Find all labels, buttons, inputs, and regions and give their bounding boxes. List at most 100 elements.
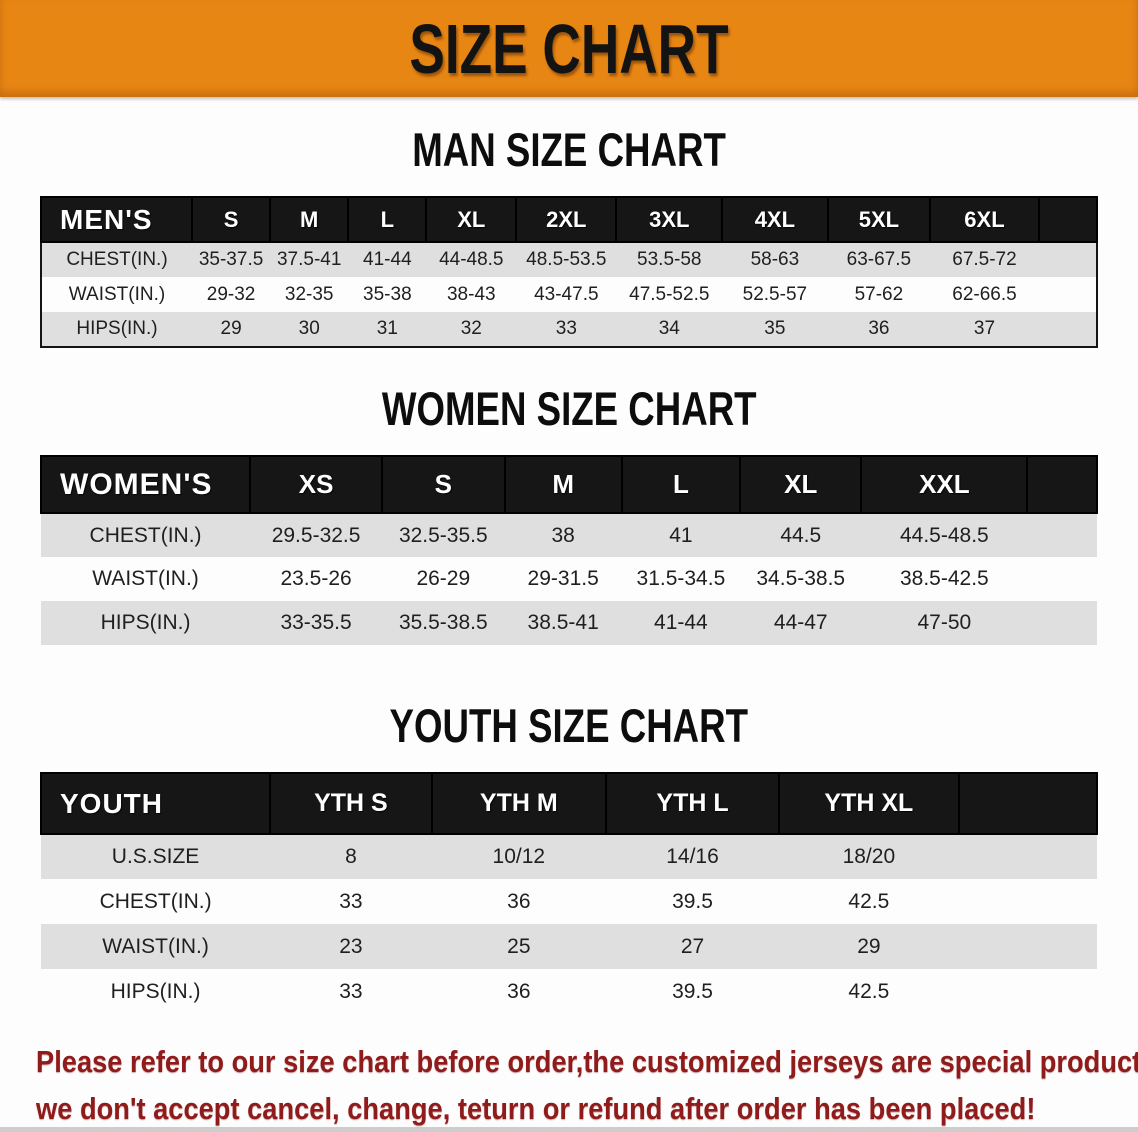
size-value-cell: 23.5-26 xyxy=(250,557,383,601)
size-value-cell: 41 xyxy=(621,513,741,557)
measurement-row-label: CHEST(IN.) xyxy=(41,513,251,557)
group-label-header: MEN'S xyxy=(40,196,193,243)
size-value-cell: 35 xyxy=(722,312,828,347)
size-column-header: L xyxy=(347,196,428,243)
size-value-cell: 29 xyxy=(779,924,959,969)
size-column-header: S xyxy=(381,455,506,514)
size-value-cell: 44-47 xyxy=(740,601,862,645)
size-value-cell: 36 xyxy=(827,312,931,347)
measurement-row: HIPS(IN.) 33-35.5 35.5-38.5 38.5-41 41-44 44-… xyxy=(41,601,1097,645)
size-column-header: L xyxy=(620,455,742,514)
measurement-row-label: CHEST(IN.) xyxy=(41,242,192,277)
size-column-header: M xyxy=(269,196,350,243)
size-column-header: XXL xyxy=(860,455,1029,514)
size-value-cell: 36 xyxy=(431,879,606,924)
measurement-row-label: U.S.SIZE xyxy=(41,834,271,879)
filler-cell xyxy=(1027,601,1097,645)
size-column-header: 4XL xyxy=(721,196,829,243)
size-value-cell: 35-37.5 xyxy=(192,242,271,277)
size-value-cell: 18/20 xyxy=(779,834,959,879)
size-column-header: 6XL xyxy=(929,196,1040,243)
size-column-header: 2XL xyxy=(515,196,618,243)
disclaimer-line-2: we don't accept cancel, change, teturn o… xyxy=(36,1091,1036,1126)
size-column-header: YTH XL xyxy=(778,772,960,835)
size-table-header-row: WOMEN'S XS S M L XL XXL xyxy=(39,455,1098,514)
size-value-cell: 44-48.5 xyxy=(426,242,517,277)
measurement-row: WAIST(IN.) 23.5-26 26-29 29-31.5 31.5-34.5 34… xyxy=(41,557,1097,601)
size-value-cell: 31 xyxy=(348,312,427,347)
measurement-row: HIPS(IN.) 33 36 39.5 42.5 xyxy=(41,969,1097,1014)
youth-section-title: YOUTH SIZE CHART xyxy=(389,699,749,752)
measurement-row-label: WAIST(IN.) xyxy=(41,277,192,312)
measurement-row-label: HIPS(IN.) xyxy=(41,601,251,645)
size-value-cell: 38.5-41 xyxy=(504,601,622,645)
size-value-cell: 37 xyxy=(930,312,1039,347)
size-value-cell: 67.5-72 xyxy=(930,242,1039,277)
size-value-cell: 10/12 xyxy=(431,834,606,879)
measurement-row-label: HIPS(IN.) xyxy=(41,312,192,347)
size-value-cell: 35-38 xyxy=(348,277,427,312)
filler-cell xyxy=(958,834,1097,879)
filler-cell xyxy=(1038,312,1097,347)
disclaimer-note: Please refer to our size chart before or… xyxy=(0,1038,1138,1132)
size-value-cell: 53.5-58 xyxy=(616,242,723,277)
size-value-cell: 48.5-53.5 xyxy=(516,242,617,277)
size-value-cell: 43-47.5 xyxy=(516,277,617,312)
size-table-header-row: MEN'S S M L XL 2XL 3XL 4XL 5XL 6XL xyxy=(40,196,1099,243)
size-value-cell: 47-50 xyxy=(861,601,1028,645)
size-value-cell: 63-67.5 xyxy=(827,242,931,277)
size-value-cell: 33-35.5 xyxy=(250,601,383,645)
size-column-header: 3XL xyxy=(615,196,724,243)
filler-cell xyxy=(1038,277,1097,312)
size-value-cell: 27 xyxy=(605,924,780,969)
group-label-header: YOUTH xyxy=(39,772,272,835)
filler-header xyxy=(1026,455,1098,514)
group-label-header: WOMEN'S xyxy=(39,455,252,514)
women-section-title: WOMEN SIZE CHART xyxy=(381,382,757,435)
size-value-cell: 32-35 xyxy=(270,277,349,312)
size-value-cell: 35.5-38.5 xyxy=(382,601,505,645)
filler-cell xyxy=(958,969,1097,1014)
banner: SIZE CHART xyxy=(0,0,1138,97)
size-value-cell: 29-32 xyxy=(192,277,271,312)
page-title: SIZE CHART xyxy=(409,9,729,88)
size-value-cell: 30 xyxy=(270,312,349,347)
size-value-cell: 41-44 xyxy=(348,242,427,277)
filler-cell xyxy=(958,924,1097,969)
measurement-row: CHEST(IN.) 29.5-32.5 32.5-35.5 38 41 44.5 44.5… xyxy=(41,513,1097,557)
size-value-cell: 42.5 xyxy=(779,969,959,1014)
size-value-cell: 32.5-35.5 xyxy=(382,513,505,557)
filler-cell xyxy=(1038,242,1097,277)
size-column-header: YTH L xyxy=(604,772,781,835)
filler-cell xyxy=(958,879,1097,924)
measurement-row-label: WAIST(IN.) xyxy=(41,557,251,601)
size-value-cell: 41-44 xyxy=(621,601,741,645)
size-value-cell: 39.5 xyxy=(605,879,780,924)
size-column-header: XS xyxy=(249,455,384,514)
filler-cell xyxy=(1027,557,1097,601)
youth-size-table: YOUTH YTH S YTH M YTH L YTH XL U.S.SIZE 8 10/12… xyxy=(39,772,1099,1014)
measurement-row: CHEST(IN.) 33 36 39.5 42.5 xyxy=(41,879,1097,924)
size-column-header: M xyxy=(503,455,623,514)
size-value-cell: 47.5-52.5 xyxy=(616,277,723,312)
measurement-row: HIPS(IN.) 29 30 31 32 33 34 35 36 37 xyxy=(41,312,1097,347)
size-value-cell: 58-63 xyxy=(722,242,828,277)
size-value-cell: 34.5-38.5 xyxy=(740,557,862,601)
size-value-cell: 38-43 xyxy=(426,277,517,312)
size-column-header: 5XL xyxy=(826,196,932,243)
size-value-cell: 39.5 xyxy=(605,969,780,1014)
men-size-table: MEN'S S M L XL 2XL 3XL 4XL 5XL 6XL CHEST(IN.) 35-37… xyxy=(40,196,1099,348)
size-value-cell: 33 xyxy=(270,969,432,1014)
size-value-cell: 44.5 xyxy=(740,513,862,557)
size-value-cell: 32 xyxy=(426,312,517,347)
measurement-row-label: WAIST(IN.) xyxy=(41,924,271,969)
filler-header xyxy=(1037,196,1099,243)
measurement-row: WAIST(IN.) 29-32 32-35 35-38 38-43 43-47.5 47.… xyxy=(41,277,1097,312)
size-value-cell: 29.5-32.5 xyxy=(250,513,383,557)
size-value-cell: 38.5-42.5 xyxy=(861,557,1028,601)
women-size-table: WOMEN'S XS S M L XL XXL CHEST(IN.) 29.5-32.5 32.5… xyxy=(39,455,1098,645)
size-value-cell: 31.5-34.5 xyxy=(621,557,741,601)
size-value-cell: 23 xyxy=(270,924,432,969)
size-value-cell: 8 xyxy=(270,834,432,879)
